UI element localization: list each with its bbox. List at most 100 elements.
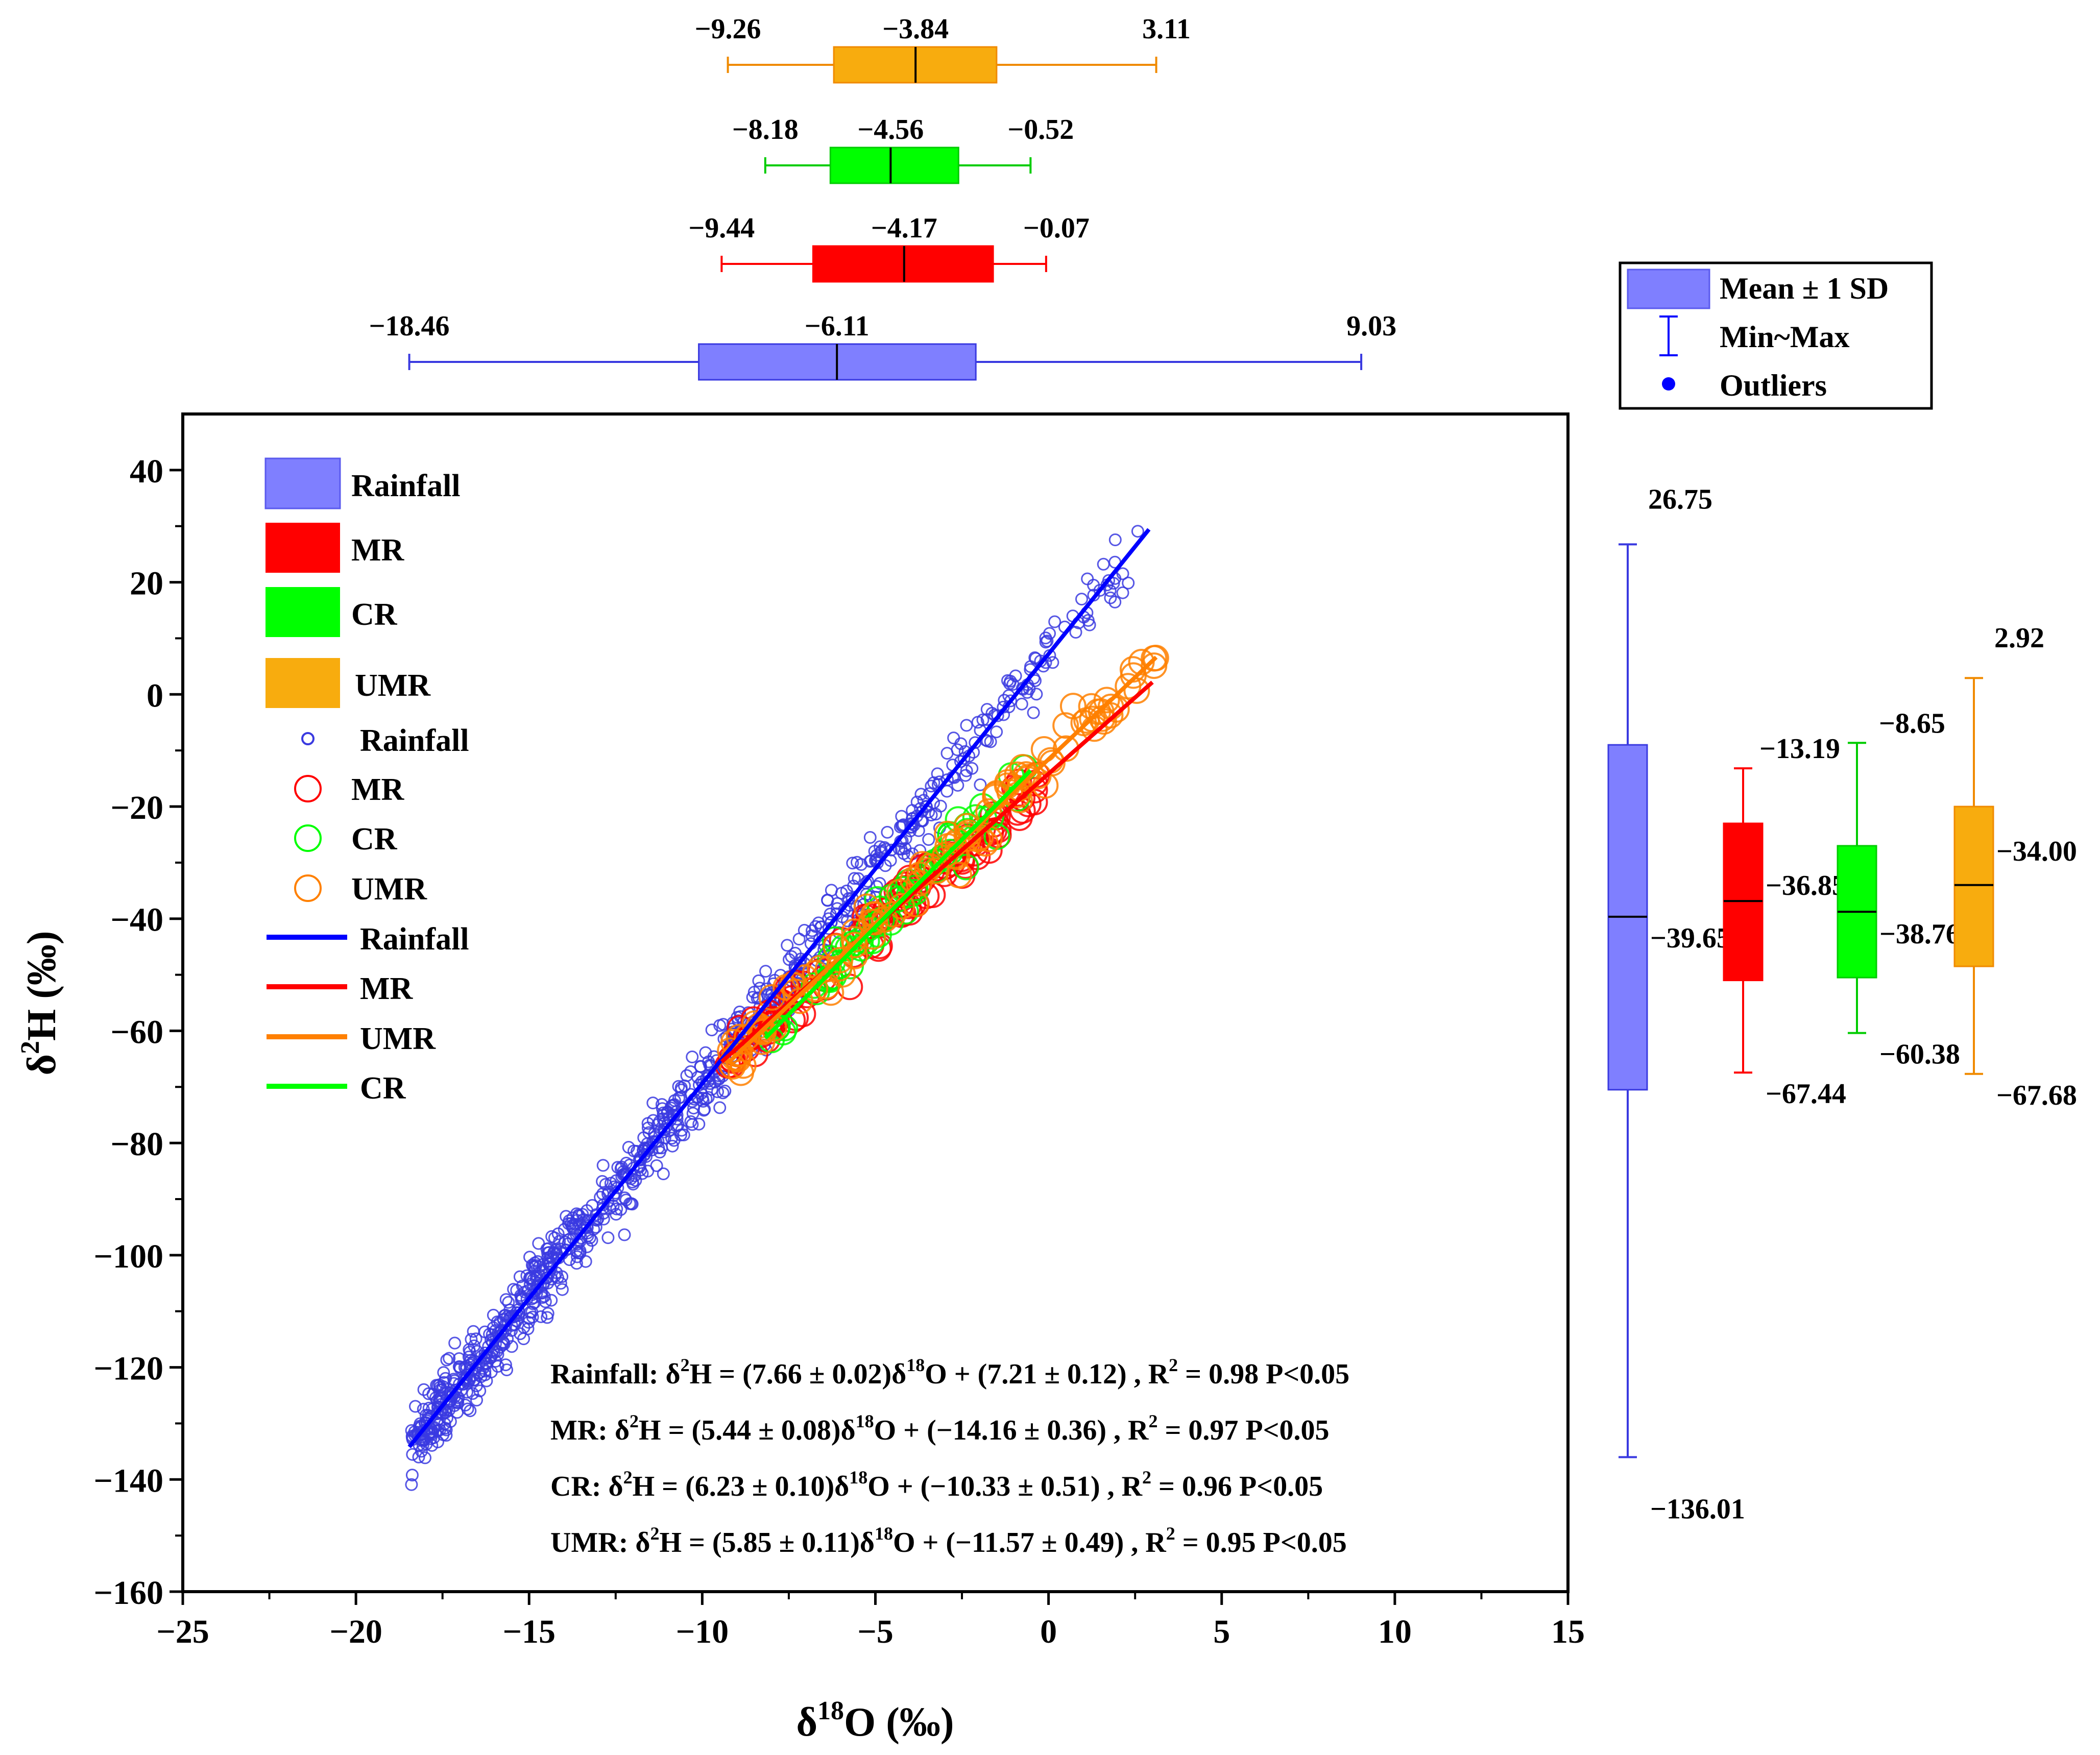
scatter-point <box>451 1396 465 1409</box>
iqr-box <box>829 147 959 184</box>
scatter-point <box>545 1294 558 1307</box>
scatter-point <box>798 923 811 937</box>
label-min: −67.44 <box>1766 1078 1846 1110</box>
scatter-point <box>440 1353 453 1367</box>
equation-mr: MR: δ2H = (5.44 ± 0.08)δ18O + (−14.16 ± … <box>550 1411 1329 1446</box>
scatter-point <box>692 1117 706 1131</box>
y-tick-label: 20 <box>130 565 163 602</box>
y-tick-label: −40 <box>110 901 163 939</box>
x-tick-label: 15 <box>1551 1613 1585 1650</box>
y-tick-label: −20 <box>110 789 163 826</box>
scatter-point <box>951 778 964 792</box>
scatter-point <box>607 1189 620 1202</box>
scatter-point <box>577 1213 590 1226</box>
scatter-point <box>518 1285 532 1299</box>
scatter-point <box>469 1332 482 1346</box>
scatter-point <box>700 1072 713 1085</box>
scatter-point <box>657 1109 670 1122</box>
scatter-point <box>906 804 919 817</box>
scatter-point <box>443 1403 456 1417</box>
legend-min-max-label: Min~Max <box>1720 320 1850 354</box>
label-median: −6.11 <box>805 310 870 342</box>
scatter-point <box>1131 525 1144 538</box>
legend-line-label-cr: CR <box>360 1071 406 1106</box>
legend-box-mr <box>265 523 340 573</box>
scatter-point <box>502 1296 515 1309</box>
scatter-point <box>596 1159 610 1172</box>
scatter-point <box>1048 615 1061 628</box>
legend-mean-sd-swatch <box>1627 269 1710 309</box>
scatter-point <box>492 1329 505 1343</box>
scatter-point <box>433 1378 446 1392</box>
scatter-point <box>781 939 794 952</box>
scatter-point <box>405 1469 419 1482</box>
legend-scatter-label-mr: MR <box>351 772 405 807</box>
scatter-point <box>629 1174 642 1187</box>
scatter-point <box>996 779 1023 806</box>
scatter-point <box>528 1264 541 1278</box>
top-boxplots: −9.26 −3.84 3.11−8.18 −4.56 −0.52−9.44 −4.17−… <box>369 13 1396 381</box>
label-max: −0.52 <box>1007 114 1074 145</box>
scatter-point <box>478 1325 492 1338</box>
scatter-point <box>601 1231 615 1245</box>
scatter-series-rainfall <box>405 525 1144 1491</box>
label-min: −60.38 <box>1879 1039 1960 1070</box>
x-tick-label: −20 <box>329 1613 382 1650</box>
scatter-point <box>873 877 886 890</box>
scatter-point <box>619 1193 633 1207</box>
scatter-point <box>914 788 928 801</box>
scatter-point <box>951 743 964 757</box>
scatter-point <box>1059 693 1087 720</box>
scatter-point <box>548 1231 561 1245</box>
scatter-point <box>638 1148 651 1161</box>
equation-umr: UMR: δ2H = (5.85 ± 0.11)δ18O + (−11.57 ±… <box>550 1523 1347 1558</box>
scatter-point <box>1043 627 1056 640</box>
label-min: −9.44 <box>688 212 755 244</box>
scatter-point <box>675 1124 688 1137</box>
scatter-point <box>1122 576 1135 590</box>
scatter-point <box>610 1202 623 1215</box>
label-max: 9.03 <box>1346 310 1396 342</box>
legend-box-label-cr: CR <box>351 597 398 632</box>
label-min: −67.68 <box>1996 1080 2077 1111</box>
y-tick-label: −60 <box>110 1013 163 1051</box>
scatter-point <box>1028 651 1042 664</box>
scatter-point <box>636 1167 649 1180</box>
legend-box-umr <box>265 658 340 708</box>
scatter-point <box>1021 686 1034 699</box>
scatter-point <box>686 1118 699 1131</box>
scatter-point <box>517 1332 530 1346</box>
scatter-point <box>934 833 961 860</box>
scatter-point <box>920 800 933 813</box>
scatter-point <box>491 1315 504 1328</box>
scatter-point <box>609 1186 622 1200</box>
scatter-point <box>541 1271 554 1284</box>
legend-scatter-cr <box>294 824 322 852</box>
legend-line-label-rainfall: Rainfall <box>360 922 469 957</box>
label-median: −38.76 <box>1879 918 1960 950</box>
scatter-point <box>789 946 802 960</box>
regression-line-cr <box>763 769 1032 1040</box>
axes: −25 −20 −15 −10 −5 0 5 10 15 −160 −140 −120 −100 −80 −… <box>93 453 1585 1650</box>
label-max: 3.11 <box>1142 13 1191 45</box>
scatter-point <box>974 778 987 791</box>
legend-scatter-label-cr: CR <box>351 822 398 857</box>
scatter-point <box>954 825 981 852</box>
label-median: −39.65 <box>1650 922 1731 954</box>
scatter-point <box>821 894 834 907</box>
scatter-point <box>1115 673 1142 700</box>
scatter-point <box>942 842 969 869</box>
label-median: −4.17 <box>871 212 937 244</box>
top-boxplot-cr: −8.18 −4.56 −0.52 <box>732 114 1074 184</box>
scatter-point <box>1004 694 1017 708</box>
scatter-point <box>980 713 994 726</box>
legend-mean-sd-label: Mean ± 1 SD <box>1720 272 1889 305</box>
scatter-point <box>439 1422 452 1435</box>
scatter-point <box>1108 533 1122 546</box>
scatter-point <box>1081 572 1094 586</box>
scatter-point <box>596 1175 609 1188</box>
scatter-point <box>535 1310 548 1323</box>
regression-lines <box>407 528 1158 1449</box>
scatter-point <box>971 716 984 729</box>
